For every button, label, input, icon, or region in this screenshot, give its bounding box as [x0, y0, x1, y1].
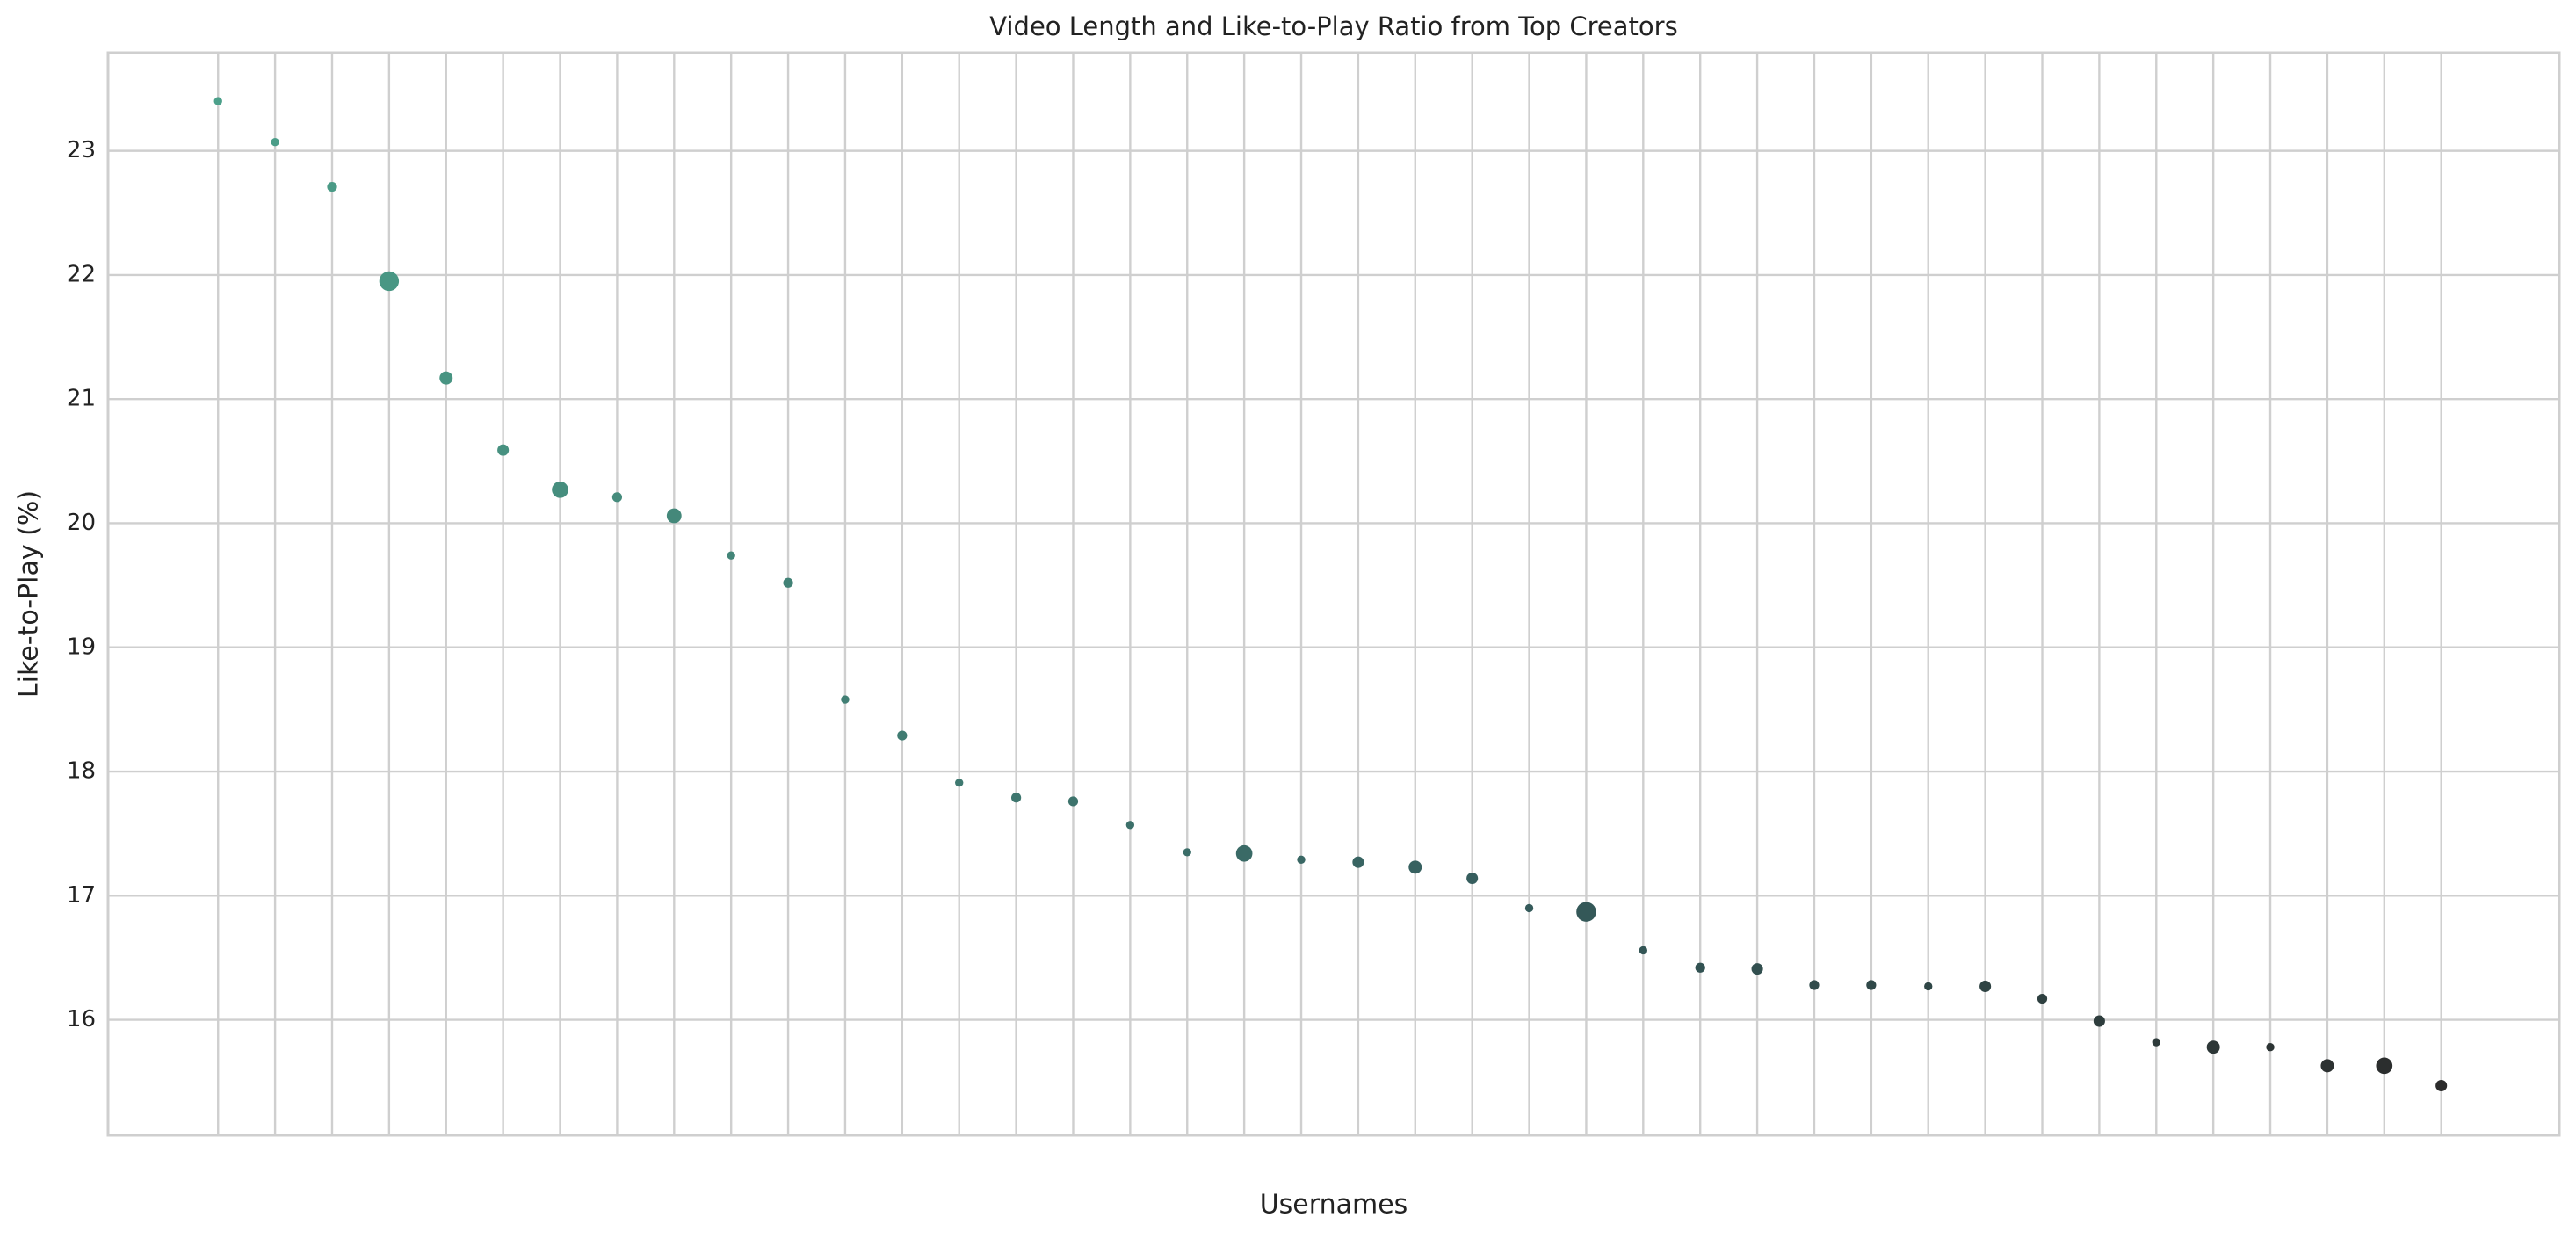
- y-tick-label: 17: [67, 882, 96, 909]
- point: [897, 730, 908, 741]
- point: [2435, 1079, 2448, 1092]
- point: [213, 97, 222, 105]
- point: [783, 577, 793, 588]
- point: [841, 695, 850, 704]
- point: [955, 779, 964, 787]
- y-tick-label: 20: [67, 510, 96, 536]
- point: [1297, 855, 1306, 865]
- point: [2376, 1057, 2393, 1075]
- y-axis-label: Like-to-Play (%): [14, 490, 45, 698]
- y-tick-label: 21: [67, 386, 96, 412]
- point: [2093, 1015, 2105, 1027]
- point: [271, 138, 279, 147]
- point: [1751, 963, 1763, 975]
- y-tick-label: 22: [67, 261, 96, 287]
- point: [1576, 902, 1596, 922]
- point: [327, 181, 337, 192]
- point: [1067, 796, 1079, 807]
- point: [2152, 1038, 2160, 1047]
- chart-title: Video Length and Like-to-Play Ratio from…: [989, 11, 1677, 41]
- y-tick-label: 16: [67, 1006, 96, 1032]
- x-axis-label: Usernames: [1260, 1190, 1408, 1221]
- point: [2320, 1059, 2334, 1073]
- point: [1408, 860, 1422, 874]
- point: [1235, 844, 1253, 862]
- plot-frame: [106, 51, 2561, 1137]
- point: [552, 481, 568, 498]
- point: [611, 492, 623, 503]
- point: [1466, 872, 1479, 885]
- point: [1639, 946, 1647, 955]
- point: [439, 371, 453, 385]
- point: [1866, 980, 1877, 990]
- point: [2206, 1040, 2220, 1054]
- point: [379, 271, 400, 292]
- point: [1695, 962, 1705, 973]
- point: [1979, 980, 1992, 993]
- point: [1809, 980, 1820, 990]
- point: [1010, 793, 1022, 803]
- y-tick-label: 19: [67, 634, 96, 660]
- y-tick-label: 23: [67, 137, 96, 163]
- point: [1524, 903, 1534, 913]
- point: [2037, 993, 2048, 1004]
- point: [666, 508, 682, 524]
- point: [2266, 1043, 2275, 1052]
- point: [1125, 821, 1135, 830]
- point: [727, 551, 735, 560]
- point: [1352, 856, 1364, 868]
- y-tick-label: 18: [67, 758, 96, 785]
- point: [497, 444, 510, 456]
- point: [1183, 848, 1191, 857]
- point: [1924, 982, 1933, 991]
